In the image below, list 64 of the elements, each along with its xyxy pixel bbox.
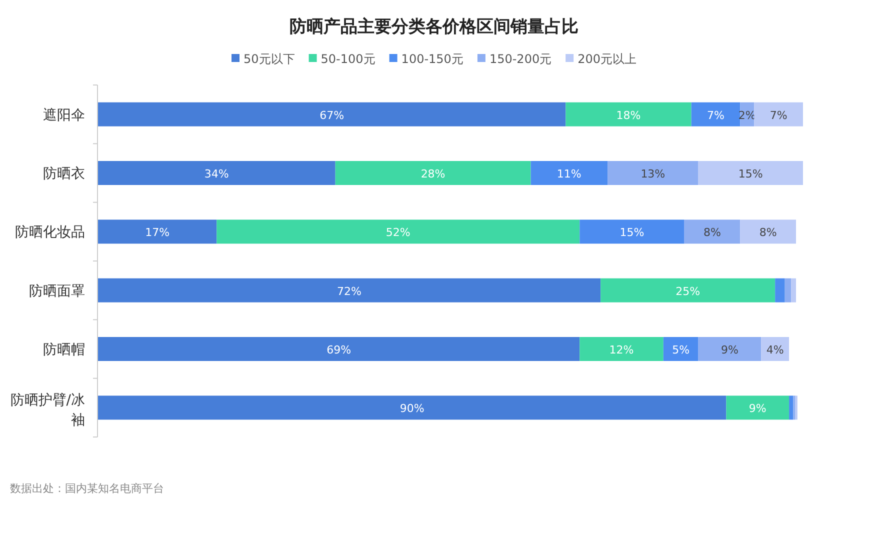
data-label: 12% bbox=[609, 344, 634, 356]
text: 数据出处：国内某知名电商平台 bbox=[10, 482, 164, 495]
data-label: 13% bbox=[640, 168, 666, 180]
bar bbox=[740, 220, 796, 244]
bar bbox=[98, 161, 336, 185]
data-label: 28% bbox=[420, 168, 446, 180]
legend-label: 200元以上 bbox=[578, 52, 636, 66]
bar bbox=[684, 220, 740, 244]
legend-label: 50元以下 bbox=[244, 52, 295, 66]
legend-label: 100-150元 bbox=[401, 52, 464, 66]
data-label: 34% bbox=[204, 168, 229, 180]
bar bbox=[98, 337, 580, 361]
y-tick-label: 防晒衣 bbox=[43, 166, 85, 182]
bar bbox=[98, 102, 566, 126]
data-label: 2% bbox=[738, 108, 756, 122]
bar bbox=[608, 161, 698, 185]
data-label: 69% bbox=[326, 344, 352, 356]
data-label: 4% bbox=[766, 344, 784, 356]
bar bbox=[754, 102, 803, 126]
data-label: 8% bbox=[704, 226, 721, 240]
bar bbox=[698, 161, 803, 185]
data-label: 18% bbox=[616, 108, 641, 122]
bar bbox=[600, 278, 776, 302]
bar bbox=[698, 337, 762, 361]
data-label: 7% bbox=[770, 108, 788, 122]
bar bbox=[691, 102, 740, 126]
data-label: 11% bbox=[556, 168, 582, 180]
bar bbox=[789, 396, 794, 420]
data-label: 25% bbox=[676, 284, 700, 298]
data-label: 67% bbox=[320, 108, 344, 122]
data-label: 8% bbox=[759, 226, 777, 240]
bar bbox=[530, 161, 608, 185]
bar bbox=[663, 337, 698, 361]
y-tick-label: 防晒护臂/冰袖 bbox=[10, 392, 85, 429]
y-tick-label: 防晒化妆品 bbox=[15, 224, 85, 241]
bar bbox=[784, 278, 792, 302]
bar bbox=[98, 278, 601, 302]
bar bbox=[335, 161, 531, 185]
legend-label: 50-100元 bbox=[320, 52, 376, 66]
data-label: 15% bbox=[738, 168, 763, 180]
data-label: 90% bbox=[400, 402, 424, 416]
bar bbox=[775, 278, 785, 302]
bar bbox=[726, 396, 790, 420]
bar bbox=[216, 220, 580, 244]
y-tick-label: 遮阳伞 bbox=[43, 107, 85, 124]
data-label: 7% bbox=[707, 108, 724, 122]
data-label: 17% bbox=[145, 226, 170, 240]
bar bbox=[761, 337, 790, 361]
bar bbox=[580, 337, 664, 361]
y-tick-label: 防晒面罩 bbox=[29, 283, 85, 300]
data-label: 5% bbox=[672, 344, 690, 356]
legend-label: 150-200元 bbox=[489, 52, 552, 66]
data-label: 9% bbox=[720, 344, 738, 356]
data-label: 9% bbox=[748, 402, 766, 416]
data-label: 15% bbox=[620, 226, 644, 240]
bar bbox=[566, 102, 692, 126]
chart-title: 防晒产品主要分类各价格区间销量占比 bbox=[290, 17, 578, 37]
data-label: 72% bbox=[337, 284, 362, 298]
y-tick-label: 防晒帽 bbox=[43, 342, 85, 358]
bar bbox=[791, 278, 796, 302]
data-label: 52% bbox=[386, 226, 410, 240]
bar bbox=[580, 220, 684, 244]
bar bbox=[98, 220, 217, 244]
bar bbox=[98, 396, 726, 420]
